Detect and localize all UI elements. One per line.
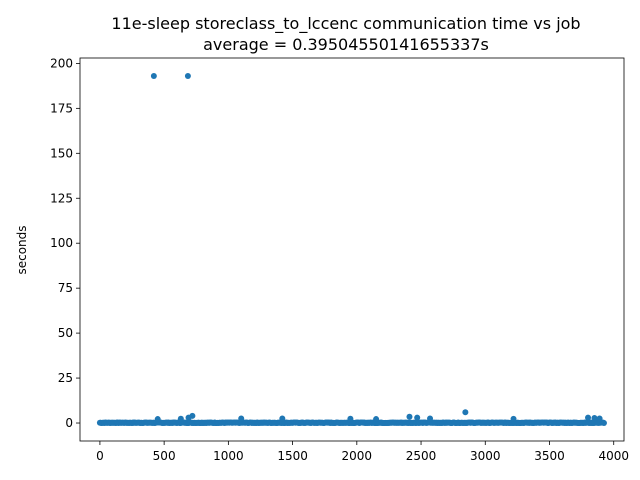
outlier-point [585,414,592,421]
outlier-point [184,72,191,79]
x-tick-label: 3000 [470,449,501,463]
y-tick-label: 150 [50,146,73,160]
y-tick-label: 200 [50,56,73,70]
x-tick-label: 2500 [406,449,437,463]
x-tick-label: 3500 [534,449,565,463]
outlier-point [373,416,380,423]
x-tick-label: 0 [96,449,104,463]
data-points [96,72,607,427]
x-axis-ticks: 0 500 1000 1500 2000 2500 3000 3500 4000 [96,441,629,463]
x-tick-label: 500 [153,449,176,463]
chart-title-line1: 11e-sleep storeclass_to_lccenc communica… [111,14,580,34]
outlier-point [591,414,598,421]
x-tick-label: 1500 [277,449,308,463]
outlier-point [462,409,469,416]
outlier-point [238,415,245,422]
x-tick-label: 1000 [213,449,244,463]
outlier-point [177,415,184,422]
outlier-point [154,416,161,423]
outlier-point [347,415,354,422]
plot-frame [79,57,625,442]
outlier-point [427,415,434,422]
outlier-point [414,414,421,421]
y-tick-label: 75 [58,281,73,295]
x-tick-label: 2000 [342,449,373,463]
y-tick-label: 175 [50,101,73,115]
y-tick-label: 100 [50,236,73,250]
outlier-point [279,415,286,422]
chart-title-line2: average = 0.39504550141655337s [203,35,489,54]
data-point [600,419,607,426]
outlier-point [185,414,192,421]
y-tick-label: 125 [50,191,73,205]
y-tick-label: 50 [58,326,73,340]
outlier-point [596,415,603,422]
outlier-point [150,72,157,79]
y-axis-label: seconds [15,225,29,274]
y-tick-label: 25 [58,371,73,385]
y-tick-label: 0 [65,416,73,430]
outlier-point [406,413,413,420]
y-axis-ticks: 0 25 50 75 100 125 150 175 200 [50,56,80,430]
outlier-point [510,415,517,422]
x-tick-label: 4000 [598,449,629,463]
